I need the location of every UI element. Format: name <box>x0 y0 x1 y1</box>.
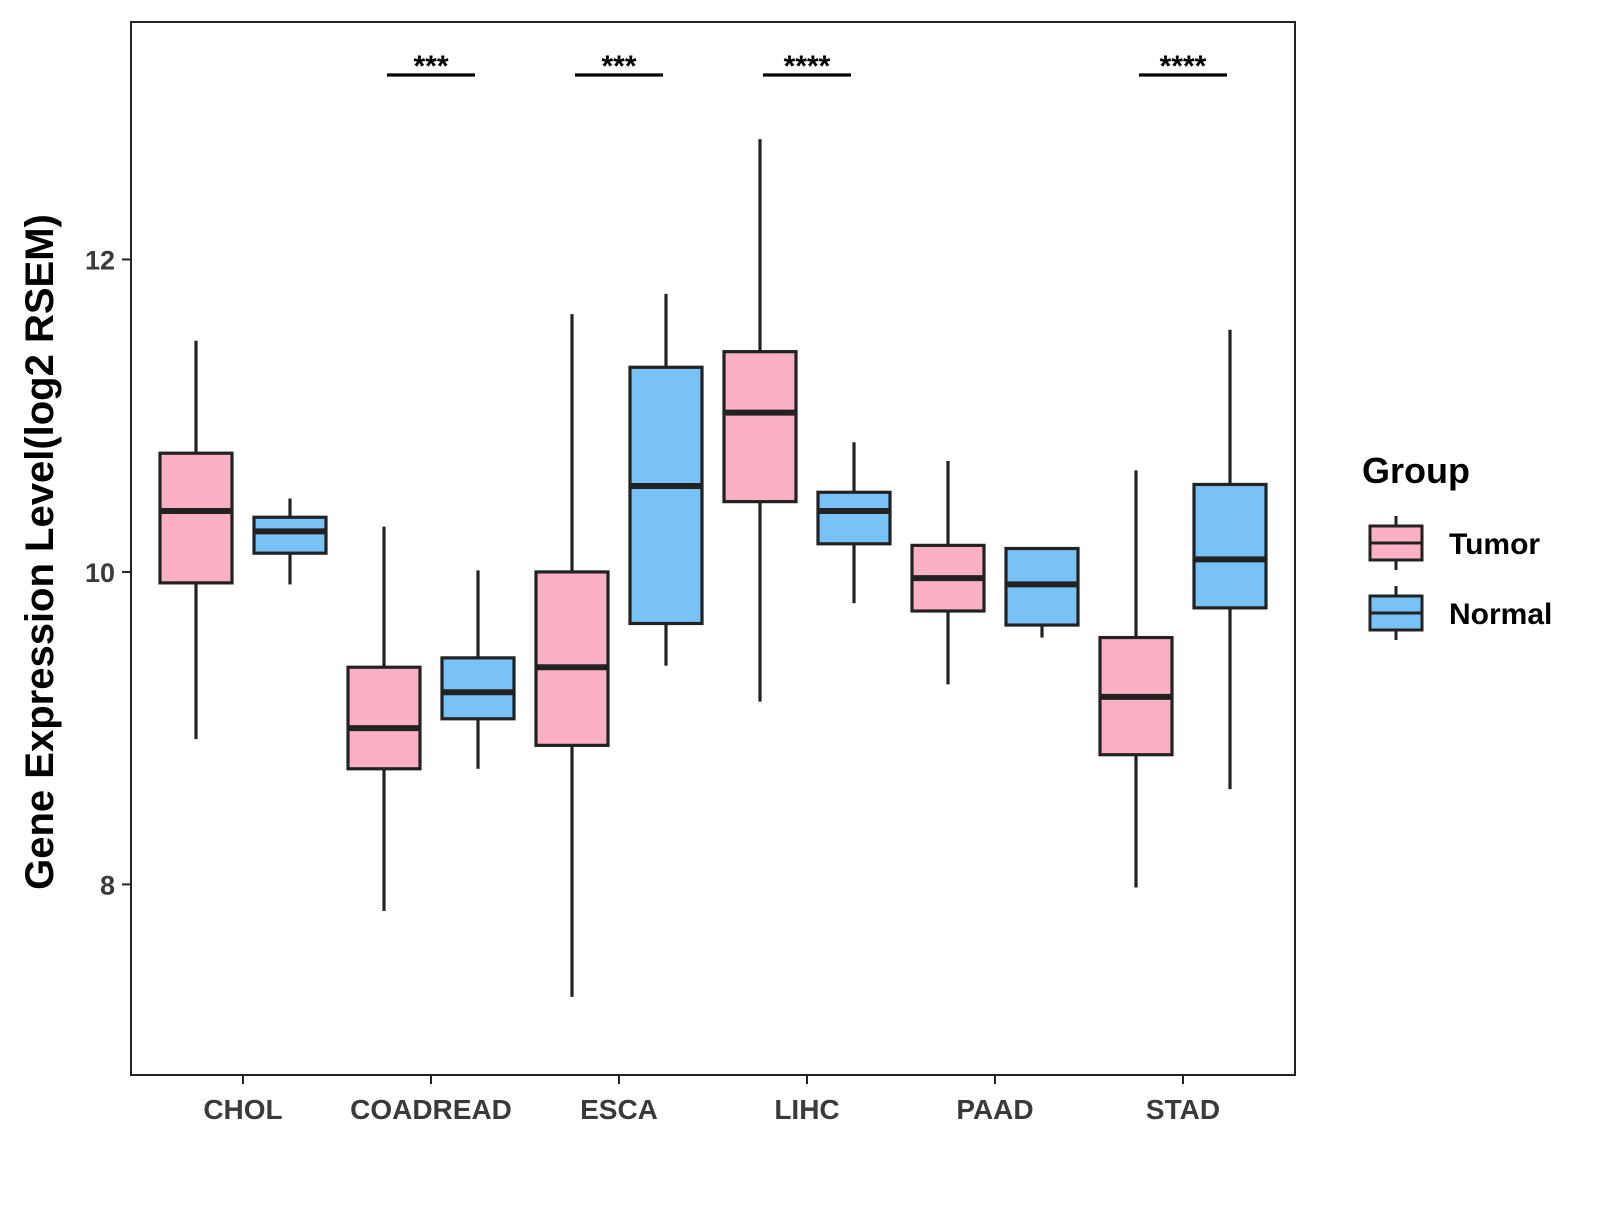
legend-label-normal: Normal <box>1449 598 1552 631</box>
x-tick-label: LIHC <box>774 1094 839 1125</box>
y-tick-label: 10 <box>85 558 115 588</box>
x-tick-label: COADREAD <box>350 1094 512 1125</box>
plot-panel-border <box>130 21 1296 1076</box>
box-normal-chol <box>252 515 328 555</box>
x-tick-label: PAAD <box>956 1094 1033 1125</box>
box-normal-coadread <box>440 656 516 721</box>
box-tumor-coadread <box>346 665 422 771</box>
box-normal-lihc <box>816 490 892 546</box>
significance-label: **** <box>784 50 831 83</box>
box-tumor-chol <box>158 451 234 585</box>
x-tick-label: ESCA <box>580 1094 658 1125</box>
box-tumor-esca <box>534 570 610 747</box>
y-axis-title: Gene Expression Level(log2 RSEM) <box>18 214 62 890</box>
legend-title: Group <box>1362 450 1470 491</box>
x-tick-label: STAD <box>1146 1094 1220 1125</box>
box-tumor-lihc <box>722 350 798 504</box>
box-normal-esca <box>628 365 704 626</box>
box-normal-stad <box>1192 482 1268 610</box>
x-tick-label: CHOL <box>203 1094 282 1125</box>
significance-label: *** <box>413 50 448 83</box>
significance-label: *** <box>601 50 636 83</box>
significance-label: **** <box>1160 50 1207 83</box>
legend-label-tumor: Tumor <box>1449 528 1540 561</box>
y-tick-label: 12 <box>85 245 115 275</box>
y-tick-label: 8 <box>100 870 115 900</box>
